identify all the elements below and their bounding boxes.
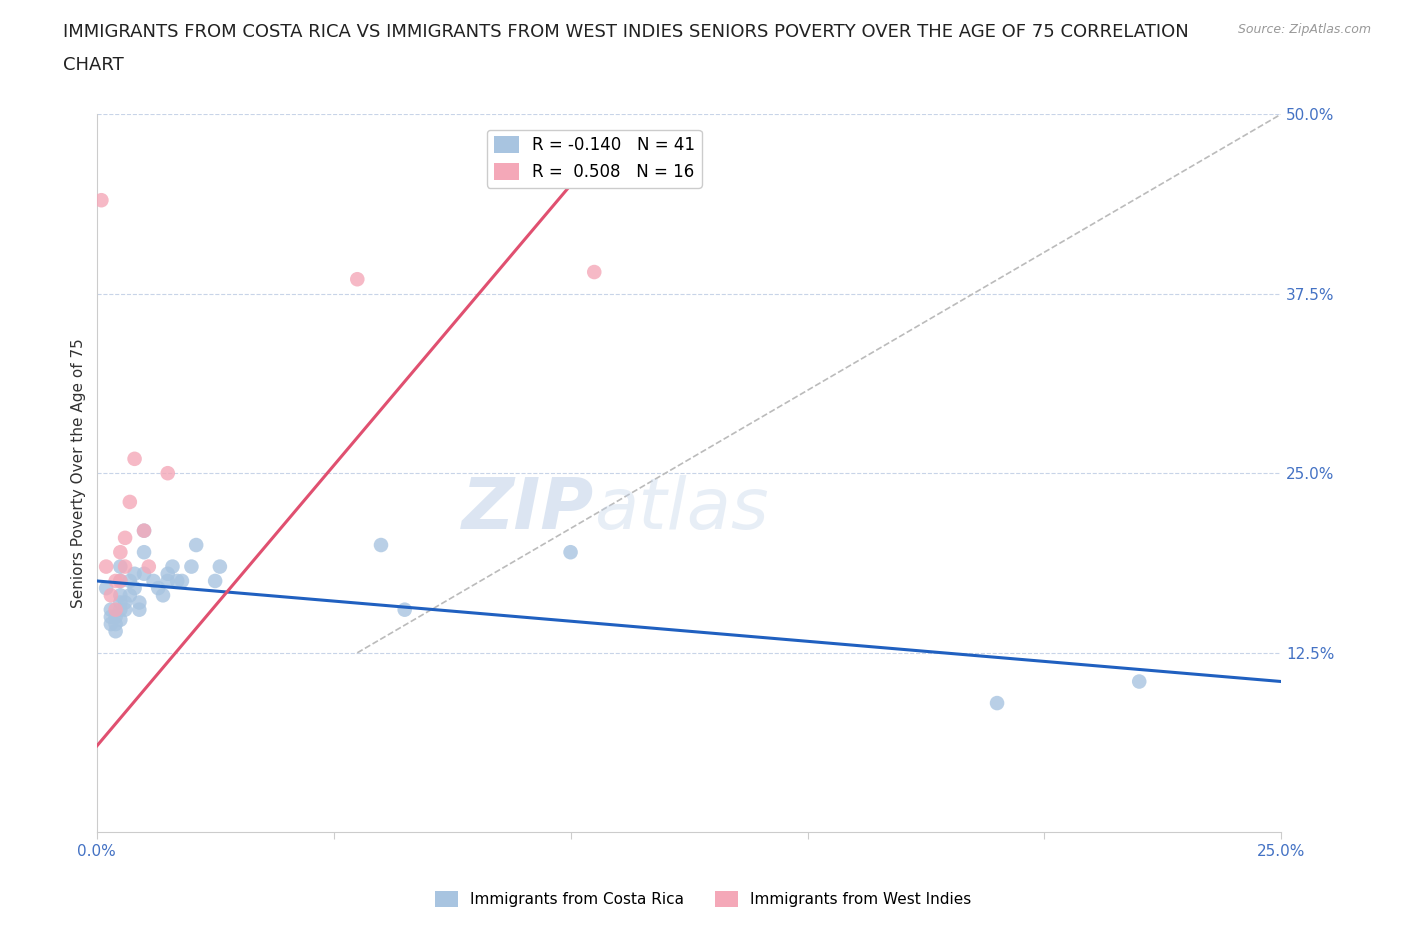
Point [124, 566, 146, 581]
Point [142, 574, 165, 589]
Point [114, 595, 136, 610]
Point [94, 580, 117, 595]
Point [100, 617, 122, 631]
Point [118, 574, 141, 589]
Point [156, 466, 179, 481]
Text: CHART: CHART [63, 56, 124, 73]
Point [152, 588, 174, 603]
Point [208, 559, 231, 574]
Point [186, 538, 208, 552]
Legend: Immigrants from Costa Rica, Immigrants from West Indies: Immigrants from Costa Rica, Immigrants f… [429, 884, 977, 913]
Text: ZIP: ZIP [463, 474, 595, 544]
Point [110, 574, 132, 589]
Point [370, 538, 392, 552]
Point [148, 580, 170, 595]
Point [170, 574, 193, 589]
Point [114, 559, 136, 574]
Point [104, 617, 127, 631]
Point [104, 603, 127, 618]
Point [110, 574, 132, 589]
Point [110, 545, 132, 560]
Legend: R = -0.140   N = 41, R =  0.508   N = 16: R = -0.140 N = 41, R = 0.508 N = 16 [486, 129, 702, 188]
Text: Source: ZipAtlas.com: Source: ZipAtlas.com [1237, 23, 1371, 36]
Point [110, 588, 132, 603]
Y-axis label: Seniors Poverty Over the Age of 75: Seniors Poverty Over the Age of 75 [72, 339, 86, 608]
Point [114, 530, 136, 545]
Point [100, 588, 122, 603]
Point [560, 545, 582, 560]
Point [138, 559, 160, 574]
Text: atlas: atlas [595, 474, 769, 544]
Point [110, 612, 132, 627]
Point [156, 566, 179, 581]
Point [1128, 674, 1150, 689]
Point [132, 524, 155, 538]
Point [110, 595, 132, 610]
Point [166, 574, 188, 589]
Point [204, 574, 226, 589]
Point [132, 545, 155, 560]
Point [114, 603, 136, 618]
Point [110, 559, 132, 574]
Point [94, 559, 117, 574]
Point [110, 603, 132, 618]
Point [100, 609, 122, 624]
Point [394, 603, 416, 618]
Point [162, 559, 184, 574]
Point [104, 624, 127, 639]
Point [100, 603, 122, 618]
Point [986, 696, 1008, 711]
Point [132, 524, 155, 538]
Point [583, 265, 606, 280]
Point [104, 574, 127, 589]
Point [346, 272, 368, 286]
Point [124, 451, 146, 466]
Point [118, 588, 141, 603]
Point [128, 603, 150, 618]
Point [128, 595, 150, 610]
Point [118, 495, 141, 510]
Point [180, 559, 202, 574]
Point [124, 580, 146, 595]
Point [104, 609, 127, 624]
Point [90, 193, 112, 207]
Point [132, 566, 155, 581]
Point [156, 574, 179, 589]
Text: IMMIGRANTS FROM COSTA RICA VS IMMIGRANTS FROM WEST INDIES SENIORS POVERTY OVER T: IMMIGRANTS FROM COSTA RICA VS IMMIGRANTS… [63, 23, 1189, 41]
